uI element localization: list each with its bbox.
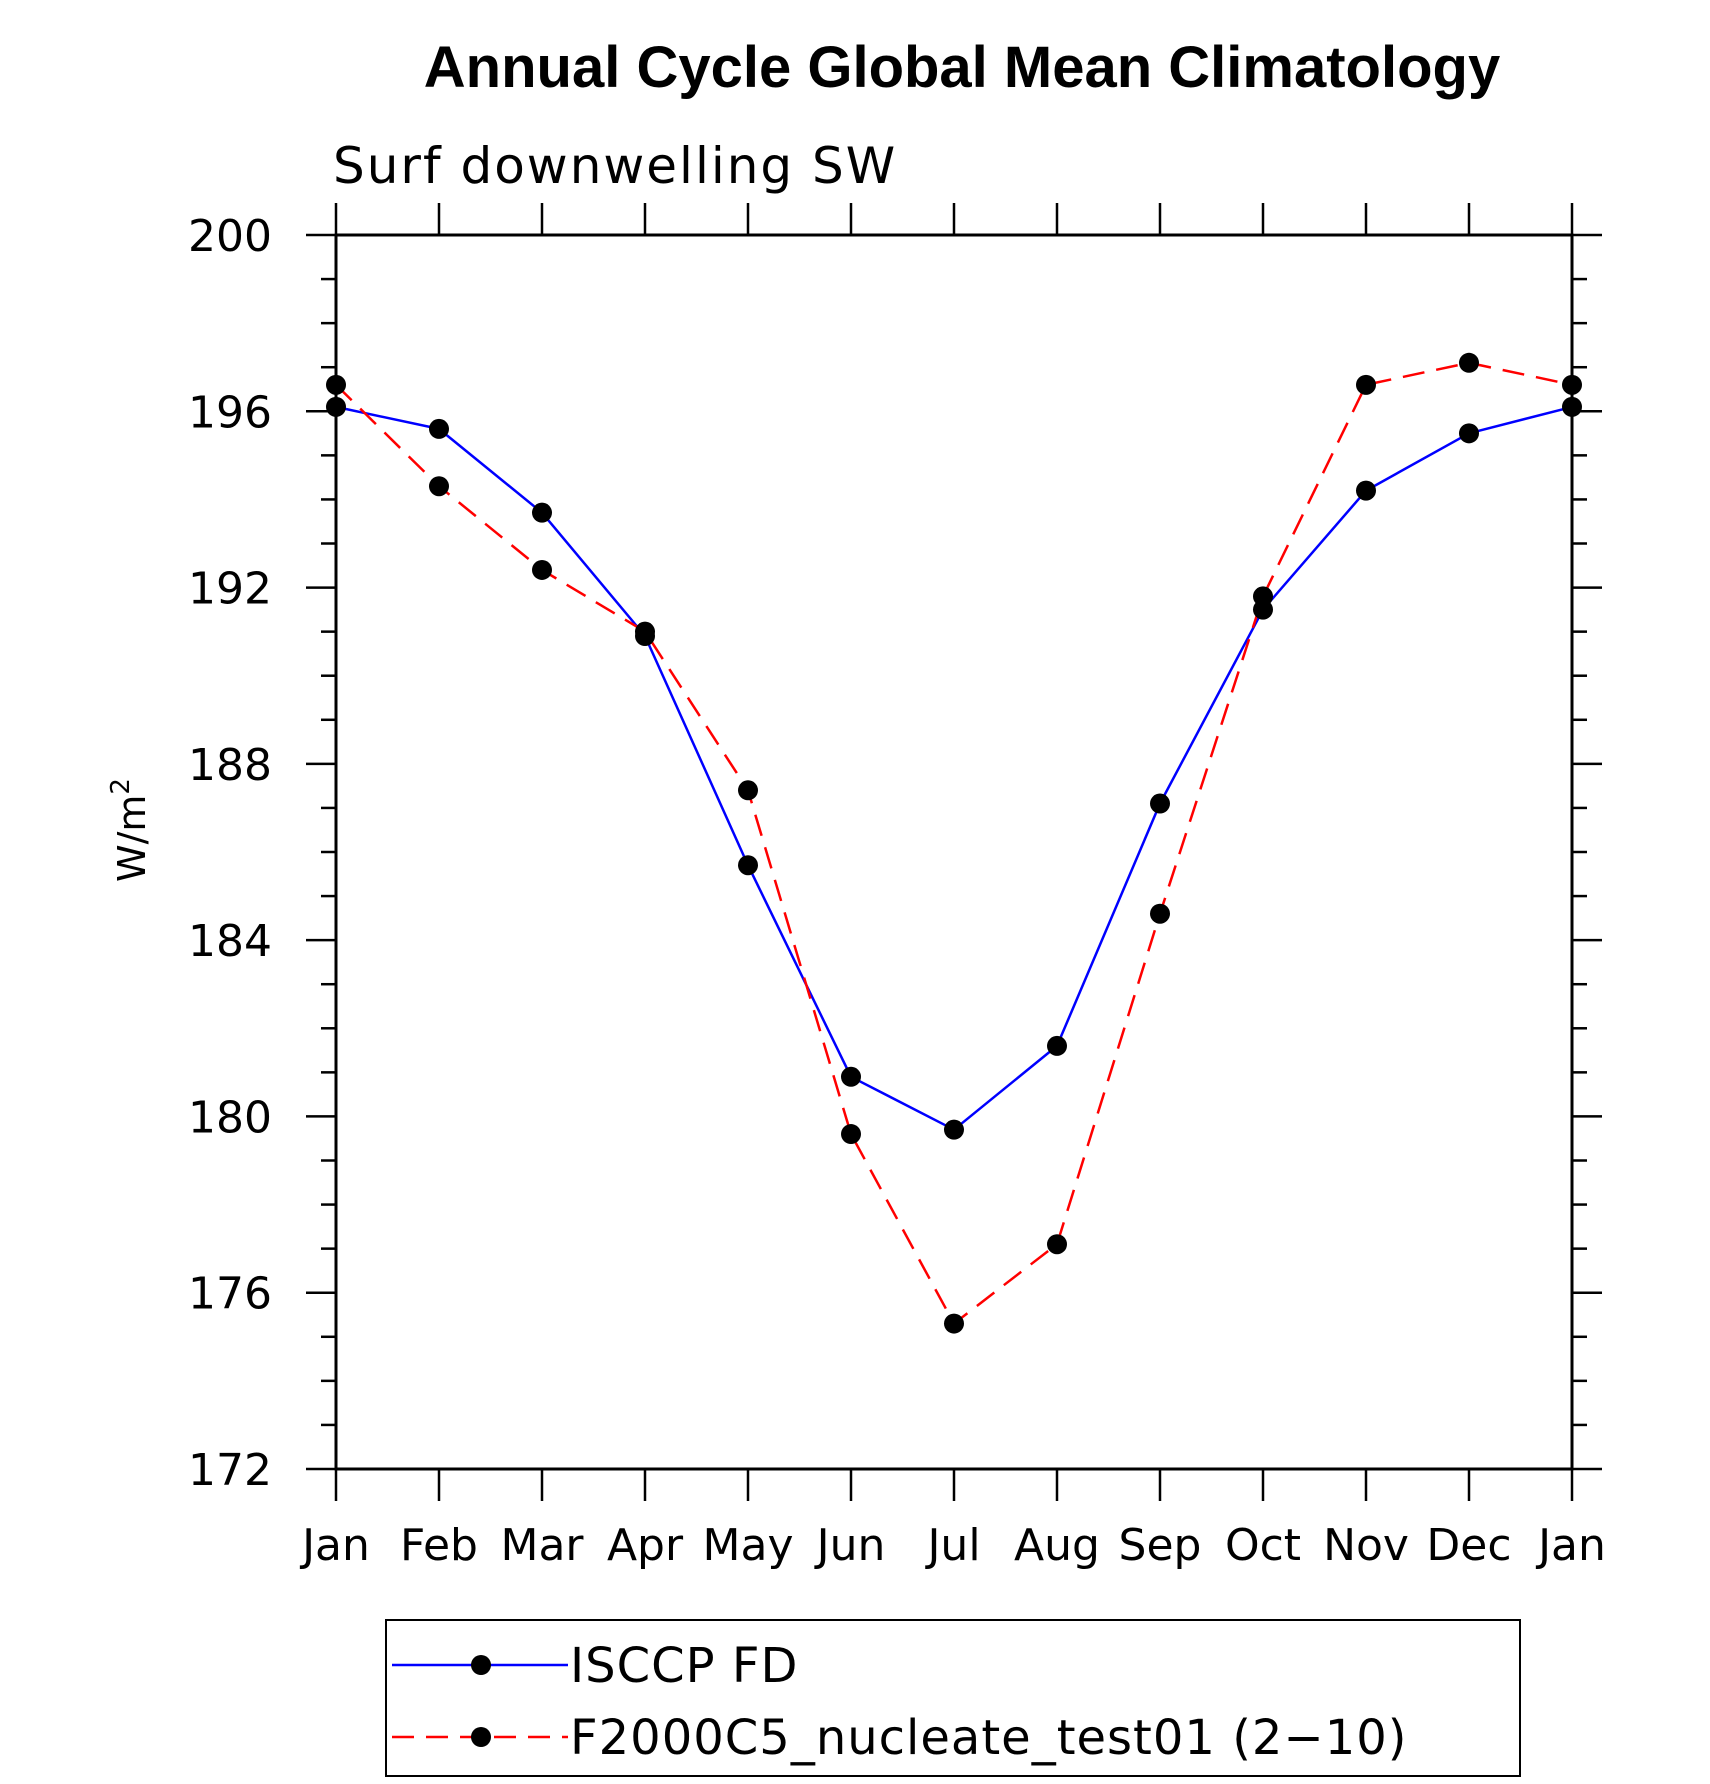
legend-marker-isccp (471, 1655, 491, 1675)
x-tick-label: Aug (1014, 1520, 1100, 1571)
svg-text:W/m2: W/m2 (106, 778, 154, 882)
data-point-series-1 (841, 1124, 861, 1145)
x-tick-label: May (703, 1520, 794, 1571)
x-tick-label: Dec (1426, 1520, 1511, 1571)
y-tick-label: 196 (188, 387, 272, 438)
series-lines (335, 361, 1573, 1325)
y-tick-label: 192 (188, 564, 272, 615)
data-point-series-0 (841, 1066, 861, 1087)
data-point-series-1 (1047, 1234, 1067, 1255)
x-tick-label: Jan (299, 1520, 370, 1571)
data-point-series-1 (1253, 586, 1273, 607)
data-point-series-0 (1047, 1035, 1067, 1056)
data-point-series-0 (944, 1119, 964, 1140)
x-tick-label: Mar (500, 1520, 584, 1571)
chart-title: Annual Cycle Global Mean Climatology (424, 35, 1500, 100)
data-point-series-1 (635, 621, 655, 642)
data-point-series-1 (944, 1313, 964, 1334)
data-point-series-0 (738, 855, 758, 876)
y-tick-labels: 172 176 180 184 188 192 196 200 (188, 211, 272, 1496)
y-axis-label-superscript: 2 (106, 778, 136, 795)
series-markers (326, 352, 1582, 1334)
x-tick-labels: Jan Feb Mar Apr May Jun Jul Aug Sep Oct Nov Dec Jan (299, 1520, 1606, 1571)
series-line-0 (335, 405, 1573, 1131)
y-axis-label-text: W/m (110, 795, 154, 882)
data-point-series-0 (532, 502, 552, 523)
legend-marker-f2000c5 (471, 1727, 491, 1747)
y-tick-label: 176 (188, 1269, 272, 1320)
x-tick-label: Oct (1225, 1520, 1301, 1571)
x-tick-label: Feb (400, 1520, 478, 1571)
y-tick-label: 188 (188, 740, 272, 791)
legend: ISCCP FD F2000C5_nucleate_test01 (2−10) (385, 1619, 1521, 1777)
y-tick-label: 200 (188, 211, 272, 262)
chart-subtitle: Surf downwelling SW (333, 137, 897, 195)
x-tick-label: Nov (1323, 1520, 1409, 1571)
y-tick-label: 184 (188, 916, 272, 967)
data-point-series-1 (738, 780, 758, 801)
y-axis-label: W/m2 (106, 778, 154, 882)
legend-label-f2000c5: F2000C5_nucleate_test01 (2−10) (570, 1710, 1408, 1766)
data-point-series-1 (1150, 903, 1170, 924)
data-point-series-0 (1356, 480, 1376, 501)
legend-box (385, 1619, 1521, 1777)
data-point-series-0 (429, 418, 449, 439)
data-point-series-1 (532, 559, 552, 580)
x-tick-label: Jul (924, 1520, 980, 1571)
x-tick-label: Jun (814, 1520, 886, 1571)
axis-ticks (306, 203, 1602, 1501)
x-tick-label: Apr (607, 1520, 684, 1571)
data-point-series-0 (1150, 793, 1170, 814)
legend-label-isccp: ISCCP FD (570, 1638, 798, 1694)
x-tick-label: Jan (1535, 1520, 1606, 1571)
y-tick-label: 172 (188, 1445, 272, 1496)
series-line-1 (335, 361, 1573, 1325)
x-tick-label: Sep (1119, 1520, 1202, 1571)
y-tick-label: 180 (188, 1092, 272, 1143)
data-point-series-1 (429, 476, 449, 497)
data-point-series-0 (1459, 423, 1479, 444)
data-point-series-1 (1356, 374, 1376, 395)
data-point-series-1 (1459, 352, 1479, 373)
plot-frame (334, 233, 1574, 1471)
